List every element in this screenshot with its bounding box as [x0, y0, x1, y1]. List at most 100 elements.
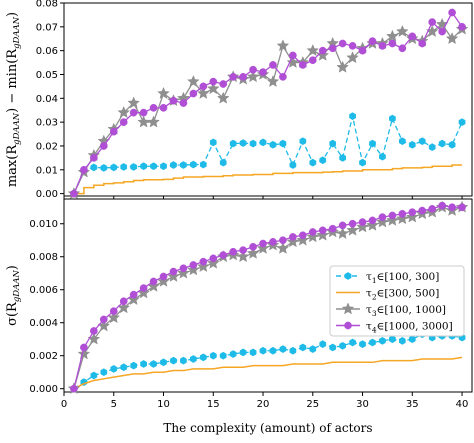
series-line-tau1	[73, 116, 463, 194]
point-tau1	[259, 346, 267, 355]
point-tau3	[157, 86, 170, 99]
point-tau3	[246, 70, 260, 83]
point-tau4	[348, 219, 357, 228]
point-tau1	[349, 338, 356, 347]
point-tau4	[149, 103, 158, 112]
point-tau3	[316, 48, 330, 61]
point-tau3	[346, 51, 359, 64]
point-tau3	[177, 266, 190, 279]
legend-label: τ1∈[100, 300]	[366, 271, 439, 285]
point-tau3	[77, 347, 91, 360]
x-tick-label: 5	[111, 399, 117, 410]
point-tau4	[219, 80, 228, 88]
point-tau4	[169, 267, 178, 276]
y-tick-label: 0.02	[36, 141, 58, 152]
point-tau3	[256, 241, 270, 254]
x-tick-label: 25	[306, 399, 319, 410]
legend-marker	[341, 302, 355, 315]
point-tau1	[319, 156, 327, 165]
point-tau4	[358, 218, 367, 226]
point-tau1	[249, 139, 257, 148]
series-line-tau1	[73, 333, 463, 390]
series-line-tau2	[73, 164, 463, 195]
point-tau1	[299, 137, 307, 146]
point-tau1	[160, 358, 167, 367]
point-tau4	[418, 39, 427, 48]
point-tau3	[296, 233, 310, 246]
x-tick-label: 0	[61, 399, 67, 410]
y-tick-label: 0.05	[36, 70, 58, 81]
point-tau4	[219, 251, 228, 259]
point-tau4	[328, 44, 337, 53]
x-tick-label: 15	[207, 399, 220, 410]
legend-label: τ3∈[100, 1000]	[366, 304, 446, 318]
point-tau4	[378, 213, 387, 221]
point-tau4	[279, 236, 287, 245]
point-tau3	[216, 91, 230, 104]
point-tau3	[167, 269, 180, 282]
point-tau4	[338, 39, 347, 48]
point-tau4	[70, 189, 78, 198]
point-tau4	[448, 8, 456, 17]
point-tau4	[269, 61, 277, 69]
point-tau4	[448, 203, 456, 212]
point-tau4	[109, 127, 118, 136]
point-tau1	[90, 163, 98, 172]
point-tau4	[80, 343, 88, 352]
y-axis-label: σ(RgDAAN)	[5, 265, 22, 326]
point-tau3	[425, 24, 439, 37]
point-tau4	[229, 247, 238, 256]
point-tau4	[99, 315, 108, 324]
point-tau1	[180, 356, 187, 365]
x-tick-label: 30	[356, 399, 369, 410]
y-tick-label: 0.000	[29, 384, 58, 395]
point-tau1	[190, 355, 197, 363]
y-tick-label: 0.006	[29, 285, 58, 296]
y-tick-label: 0.00	[36, 189, 58, 200]
series-tau4	[70, 201, 466, 393]
legend-entry-tau3: τ3∈[100, 1000]	[336, 302, 446, 318]
point-tau4	[368, 37, 377, 45]
legend-entry-tau1: τ1∈[100, 300]	[336, 271, 439, 285]
point-tau4	[318, 46, 327, 55]
point-tau3	[405, 210, 419, 223]
point-tau1	[369, 338, 376, 347]
point-tau1	[269, 346, 277, 355]
point-tau4	[388, 39, 397, 48]
y-axis-label: max(RgDAAN) − min(RgDAAN)	[5, 12, 22, 187]
point-tau3	[206, 82, 220, 95]
x-axis-label: The complexity (amount) of actors	[163, 421, 372, 435]
point-tau1	[329, 139, 337, 148]
legend-label: τ2∈[300, 500]	[366, 288, 439, 302]
point-tau1	[458, 118, 466, 127]
point-tau1	[100, 368, 108, 377]
point-tau4	[289, 51, 297, 60]
legend-box	[329, 265, 465, 337]
point-tau4	[139, 284, 148, 292]
point-tau3	[236, 250, 250, 263]
point-tau1	[408, 140, 416, 149]
point-tau1	[209, 351, 217, 360]
point-tau4	[259, 239, 267, 248]
top-panel: 0.00 0.01 0.02 0.03 0.04 0.05 0.06 0.07 0.08 max(…	[5, 0, 473, 200]
point-tau1	[359, 158, 366, 167]
legend-label: τ4∈[1000, 3000]	[366, 321, 453, 335]
legend-marker	[344, 272, 352, 280]
point-tau1	[279, 345, 287, 353]
point-tau3	[276, 39, 290, 52]
point-tau1	[219, 158, 227, 167]
x-tick-label: 35	[406, 399, 419, 410]
point-tau1	[319, 340, 327, 349]
point-tau3	[366, 218, 379, 231]
point-tau1	[379, 152, 386, 161]
point-tau4	[428, 18, 437, 26]
point-tau1	[180, 161, 187, 169]
point-tau4	[70, 384, 78, 393]
point-tau4	[298, 61, 307, 69]
point-tau1	[339, 153, 346, 162]
point-tau1	[120, 363, 128, 372]
point-tau4	[249, 65, 257, 74]
point-tau4	[80, 165, 88, 174]
y-tick-label: 0.03	[36, 118, 58, 129]
